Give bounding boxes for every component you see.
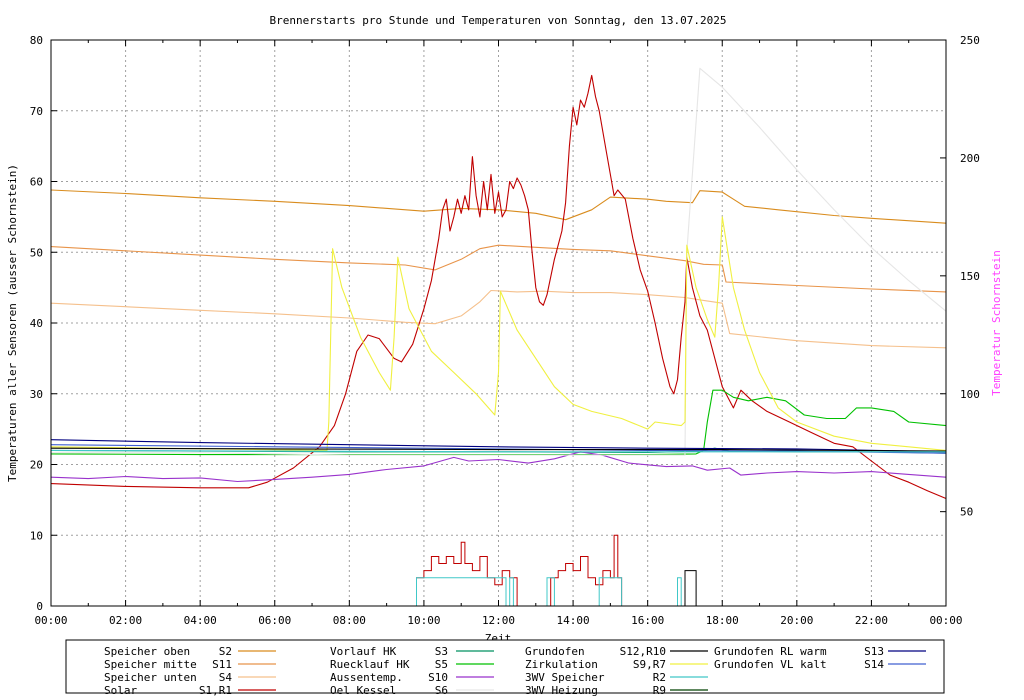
axis-ticks: 00:00 02:00 04:00 06:00 08:00 10:00 12:00 14:00… — [30, 34, 980, 627]
x-tick-label: 16:00 — [631, 614, 664, 627]
y-tick-label: 30 — [30, 388, 43, 401]
step-line — [416, 577, 682, 607]
legend-code: S14 — [864, 658, 884, 671]
x-tick-label: 00:00 — [34, 614, 67, 627]
legend: Speicher oben S2 Speicher mitte S11 Speicher… — [104, 645, 926, 697]
x-tick-label: 20:00 — [780, 614, 813, 627]
legend-code: S1,R1 — [199, 684, 232, 697]
line-series — [50, 67, 947, 500]
y-axis-label: Temperaturen aller Sensoren (ausser Scho… — [6, 164, 19, 482]
y-tick-label: 50 — [30, 246, 43, 259]
x-tick-label: 04:00 — [184, 614, 217, 627]
legend-label: Ruecklauf HK — [330, 658, 410, 671]
y2-tick-label: 200 — [960, 152, 980, 165]
series-line — [50, 216, 947, 451]
x-tick-label: 22:00 — [855, 614, 888, 627]
legend-code: S9,R7 — [633, 658, 666, 671]
legend-label: Grundofen — [525, 645, 585, 658]
series-line — [50, 244, 947, 293]
legend-code: S13 — [864, 645, 884, 658]
legend-label: 3WV Heizung — [525, 684, 598, 697]
legend-label: Speicher mitte — [104, 658, 197, 671]
legend-label: Speicher oben — [104, 645, 190, 658]
legend-code: S5 — [435, 658, 448, 671]
series-line — [50, 189, 947, 224]
y2-tick-label: 250 — [960, 34, 980, 47]
y-tick-label: 80 — [30, 34, 43, 47]
y2-axis-label: Temperatur Schornstein — [990, 250, 1003, 396]
legend-code: S4 — [219, 671, 233, 684]
legend-code: S11 — [212, 658, 232, 671]
y-tick-label: 0 — [36, 600, 43, 613]
legend-label: Grundofen VL kalt — [714, 658, 827, 671]
legend-code: S6 — [435, 684, 448, 697]
legend-label: Oel Kessel — [330, 684, 396, 697]
series-line — [50, 74, 947, 500]
plot-frame — [50, 39, 947, 607]
x-tick-label: 08:00 — [333, 614, 366, 627]
legend-code: S10 — [428, 671, 448, 684]
legend-label: Zirkulation — [525, 658, 598, 671]
y-tick-label: 70 — [30, 105, 43, 118]
legend-box — [65, 639, 945, 694]
legend-code: S2 — [219, 645, 232, 658]
series-line — [50, 289, 947, 349]
legend-label: Grundofen RL warm — [714, 645, 827, 658]
x-tick-label: 14:00 — [557, 614, 590, 627]
y-tick-label: 40 — [30, 317, 43, 330]
legend-code: R2 — [653, 671, 666, 684]
legend-label: Aussentemp. — [330, 671, 403, 684]
y-tick-label: 60 — [30, 176, 43, 189]
x-tick-label: 02:00 — [109, 614, 142, 627]
legend-code: S3 — [435, 645, 448, 658]
legend-code: R9 — [653, 684, 666, 697]
series-line — [51, 67, 947, 456]
y2-tick-label: 50 — [960, 506, 973, 519]
x-tick-label: 18:00 — [706, 614, 739, 627]
x-tick-label: 10:00 — [407, 614, 440, 627]
series-line — [50, 449, 946, 453]
series-line — [50, 439, 947, 453]
step-line — [416, 534, 623, 607]
x-tick-label: 12:00 — [482, 614, 515, 627]
legend-label: Speicher unten — [104, 671, 197, 684]
step-line — [684, 570, 697, 606]
legend-code: S12,R10 — [620, 645, 666, 658]
legend-label: Solar — [104, 684, 137, 697]
series-line — [50, 389, 947, 456]
x-tick-label: 06:00 — [258, 614, 291, 627]
y-tick-label: 20 — [30, 459, 43, 472]
y-tick-label: 10 — [30, 529, 43, 542]
y2-tick-label: 150 — [960, 270, 980, 283]
series-line — [50, 447, 947, 452]
chart-title: Brennerstarts pro Stunde und Temperature… — [270, 14, 727, 27]
legend-label: 3WV Speicher — [525, 671, 605, 684]
step-series — [416, 534, 697, 607]
grid — [51, 40, 946, 606]
legend-label: Vorlauf HK — [330, 645, 397, 658]
y2-tick-label: 100 — [960, 388, 980, 401]
series-line — [50, 451, 947, 483]
x-tick-label: 00:00 — [929, 614, 962, 627]
